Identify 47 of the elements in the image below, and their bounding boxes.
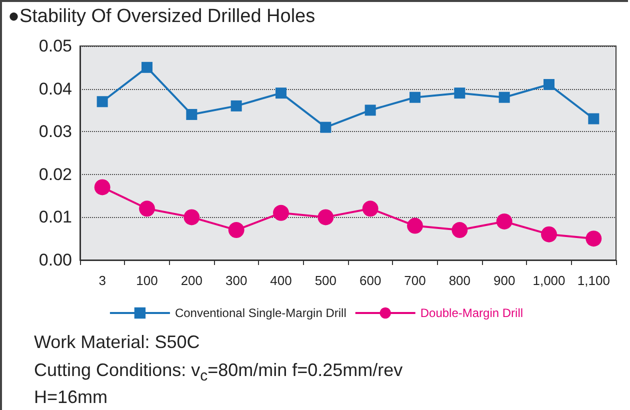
x-tick-label: 700 bbox=[404, 273, 426, 288]
point bbox=[452, 222, 468, 238]
point bbox=[276, 88, 286, 99]
y-tick-label: 0.00 bbox=[38, 250, 72, 270]
y-tick-label: 0.01 bbox=[38, 208, 72, 227]
point bbox=[588, 113, 600, 124]
point bbox=[186, 108, 198, 120]
legend-label: Double-Margin Drill bbox=[420, 306, 524, 320]
point bbox=[230, 100, 242, 112]
x-tick-label: 100 bbox=[136, 273, 158, 288]
x-tick-label: 900 bbox=[493, 273, 516, 288]
x-tick-label: 300 bbox=[225, 273, 248, 288]
point bbox=[586, 230, 602, 247]
point bbox=[273, 204, 289, 221]
x-tick-label: 400 bbox=[270, 273, 292, 288]
point bbox=[364, 104, 376, 116]
point bbox=[362, 200, 378, 217]
point bbox=[544, 79, 554, 90]
legend-label: Conventional Single-Margin Drill bbox=[174, 306, 346, 320]
y-tick-label: 0.04 bbox=[38, 79, 72, 98]
x-tick-label: 800 bbox=[448, 273, 471, 288]
chart-title: ●Stability Of Oversized Drilled Holes bbox=[8, 6, 316, 28]
y-tick-label: 0.03 bbox=[38, 122, 72, 142]
point bbox=[410, 92, 420, 103]
point bbox=[96, 96, 108, 108]
x-tick-label: 600 bbox=[359, 273, 382, 288]
y-tick-label: 0.02 bbox=[38, 164, 72, 184]
text: Work Material: S50C bbox=[34, 332, 201, 352]
point bbox=[541, 226, 557, 242]
point bbox=[496, 213, 512, 230]
point bbox=[320, 122, 332, 133]
x-tick-label: 3 bbox=[98, 273, 106, 288]
point bbox=[142, 62, 152, 73]
x-tick-label: 200 bbox=[180, 273, 203, 288]
point bbox=[228, 222, 244, 238]
y-tick-label: 0.05 bbox=[38, 36, 72, 56]
x-tick-label: 500 bbox=[314, 273, 337, 288]
x-tick-label: 1,000 bbox=[532, 273, 566, 288]
point bbox=[139, 200, 155, 217]
point bbox=[454, 88, 466, 99]
text: Cutting Conditions: v$_{c}$=80m/min f=0.25mm/rev H=16mm bbox=[34, 360, 403, 407]
point bbox=[407, 218, 423, 234]
point bbox=[94, 179, 110, 196]
x-tick-label: 1,100 bbox=[577, 273, 610, 288]
point bbox=[318, 209, 334, 226]
point bbox=[184, 209, 200, 226]
point bbox=[498, 92, 510, 103]
